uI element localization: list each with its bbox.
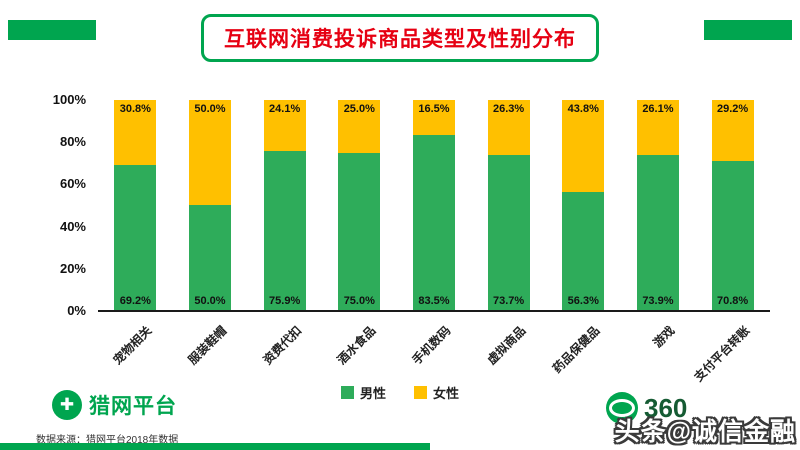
legend-item: 男性 [340,383,386,402]
stacked-bar: 25.0% 75.0% [338,100,381,310]
male-value-label: 73.9% [642,294,674,307]
data-source-note: 数据来源：猎网平台2018年数据 [36,435,179,446]
category-label: 支付平台转账 [691,323,753,385]
male-segment: 70.8% [711,161,754,310]
female-value-label: 29.2% [716,103,749,115]
x-label-cell: 酒水食品 [322,316,397,384]
stacked-bar: 26.3% 73.7% [487,100,530,310]
category-label: 游戏 [650,323,678,351]
female-value-label: 26.3% [493,103,525,115]
bottom-accent-strip [0,443,430,450]
male-segment: 56.3% [562,191,605,310]
male-value-label: 75.0% [343,295,375,307]
male-segment: 73.7% [487,155,530,310]
male-value-label: 75.9% [269,294,301,307]
female-value-label: 30.8% [119,103,151,115]
legend: 男性 女性 [0,383,800,402]
liewang-logo-text: 猎网平台 [89,395,177,418]
female-segment: 43.8% [562,100,605,192]
male-value-label: 83.5% [418,294,450,307]
female-segment: 26.1% [636,100,679,155]
y-tick-label: 40% [59,218,86,234]
female-segment: 50.0% [188,100,231,205]
cross-icon: ✚ [52,390,82,420]
x-label-cell: 游戏 [621,316,696,384]
y-tick-label: 0% [67,302,86,318]
x-axis-labels: 宠物相关 服装鞋帽 资费代扣 酒水食品 手机数码 虚拟商品 药品保健品 游戏 支付平台转账 [98,316,770,384]
y-tick-label: 100% [52,92,86,107]
category-label: 手机数码 [409,323,454,368]
female-value-label: 43.8% [567,103,599,115]
male-segment: 73.9% [636,154,679,310]
male-value-label: 50.0% [194,295,226,307]
stacked-bar: 30.8% 69.2% [114,100,157,310]
plot-area: 30.8% 69.2% 50.0% 50.0% 24.1% 75.9% 25.0% 75.0%… [98,100,770,312]
category-label: 资费代扣 [260,323,305,368]
legend-item: 女性 [414,383,459,402]
chart-title: 互联网消费投诉商品类型及性别分布 [224,28,576,51]
category-label: 服装鞋帽 [185,323,230,368]
x-label-cell: 资费代扣 [247,316,322,384]
globe-icon [606,392,638,424]
y-tick-label: 20% [59,260,86,276]
male-value-label: 56.3% [567,295,599,307]
chart-title-box: 互联网消费投诉商品类型及性别分布 [201,14,599,62]
top-right-accent-bar [704,20,792,40]
female-segment: 25.0% [338,100,381,153]
legend-label: 女性 [433,386,460,401]
stacked-bar: 29.2% 70.8% [711,100,754,310]
x-label-cell: 宠物相关 [98,316,173,384]
female-value-label: 25.0% [343,103,375,115]
top-left-accent-bar [8,20,96,40]
y-tick-label: 60% [59,176,86,192]
male-segment: 50.0% [188,205,231,310]
male-segment: 69.2% [114,164,157,310]
stacked-bar: 50.0% 50.0% [188,100,231,310]
x-label-cell: 药品保健品 [546,316,621,384]
watermark: 头条@诚信金融 [614,418,796,446]
male-value-label: 69.2% [119,294,151,307]
legend-swatch [340,386,354,399]
x-label-cell: 支付平台转账 [691,316,770,384]
legend-label: 男性 [359,386,386,401]
x-label-cell: 服装鞋帽 [173,316,248,384]
female-segment: 24.1% [263,100,306,151]
category-label: 酒水食品 [334,323,379,368]
y-tick-label: 80% [59,134,86,150]
stacked-bar: 26.1% 73.9% [636,100,679,310]
category-label: 宠物相关 [110,323,155,368]
x-label-cell: 手机数码 [397,316,472,384]
female-segment: 16.5% [412,100,455,135]
female-segment: 29.2% [711,100,754,162]
female-value-label: 26.1% [642,103,674,115]
male-value-label: 70.8% [716,294,749,307]
female-value-label: 50.0% [194,103,226,115]
stacked-bar: 43.8% 56.3% [562,100,605,310]
female-segment: 30.8% [114,100,157,165]
x-label-cell: 虚拟商品 [471,316,546,384]
legend-swatch [414,386,427,399]
female-value-label: 16.5% [418,103,450,115]
category-label: 虚拟商品 [484,323,529,368]
male-segment: 83.5% [412,134,455,310]
stacked-bar: 16.5% 83.5% [412,100,455,310]
stacked-bar: 24.1% 75.9% [263,100,306,310]
male-segment: 75.0% [338,152,381,310]
logo-360: 360 [606,392,687,424]
category-label: 药品保健品 [550,323,603,376]
y-axis: 100% 80% 60% 40% 20% 0% [28,92,86,318]
male-value-label: 73.7% [493,294,525,307]
female-value-label: 24.1% [269,103,301,115]
male-segment: 75.9% [263,150,306,310]
female-segment: 26.3% [487,100,530,156]
logo-360-text: 360 [644,392,688,423]
liewang-logo: ✚ 猎网平台 [52,390,177,420]
